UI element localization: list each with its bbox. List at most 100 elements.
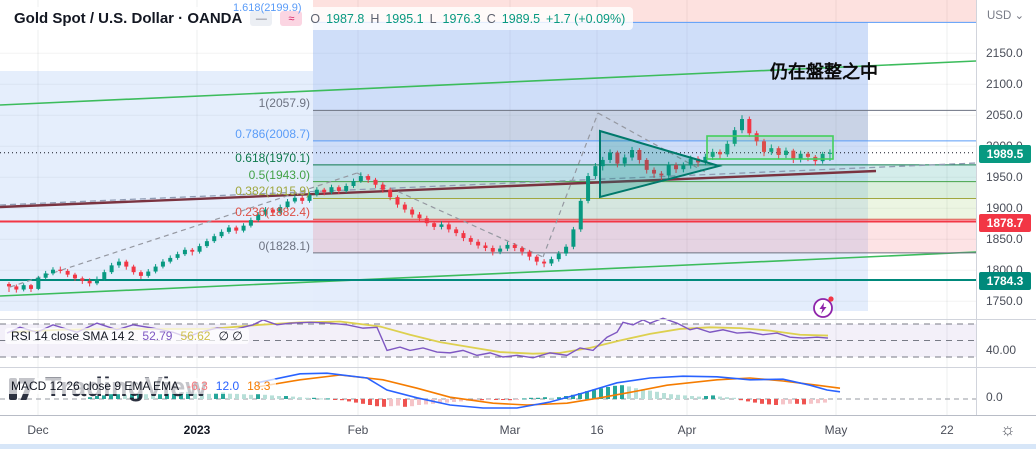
price-axis[interactable]: USD ⌄ 2150.02100.02050.02000.01950.01900… bbox=[976, 0, 1036, 415]
price-tick: 2100.0 bbox=[986, 77, 1023, 92]
macd-hist-bar bbox=[179, 392, 183, 399]
candle-body bbox=[498, 248, 503, 252]
macd-hist-bar bbox=[536, 397, 540, 399]
macd-hist-value: -6.3 bbox=[187, 379, 208, 393]
candle-body bbox=[190, 249, 195, 252]
macd-hist-bar bbox=[823, 399, 827, 403]
macd-hist-bar bbox=[809, 399, 813, 404]
box-drawing bbox=[706, 135, 834, 160]
currency-selector[interactable]: USD ⌄ bbox=[987, 8, 1024, 22]
macd-hist-bar bbox=[102, 395, 106, 399]
macd-hist-bar bbox=[263, 394, 267, 399]
candle-body bbox=[578, 200, 583, 230]
macd-axis-tick: 0.0 bbox=[986, 390, 1003, 404]
time-label[interactable]: May bbox=[824, 423, 848, 437]
macd-hist-bar bbox=[613, 385, 617, 399]
symbol-title[interactable]: Gold Spot / U.S. Dollar · OANDA bbox=[14, 10, 243, 27]
candle-body bbox=[659, 173, 664, 176]
macd-hist-bar bbox=[95, 396, 99, 399]
time-label[interactable]: Dec bbox=[27, 423, 49, 437]
candle-body bbox=[468, 238, 473, 242]
candle-body bbox=[769, 148, 774, 152]
candle-body bbox=[307, 194, 312, 201]
macd-hist-bar bbox=[193, 392, 197, 399]
macd-legend-title[interactable]: MACD 12 26 close 9 EMA EMA bbox=[11, 379, 180, 393]
candle-body bbox=[637, 150, 642, 160]
candle-body bbox=[366, 176, 371, 180]
macd-hist-bar bbox=[816, 399, 820, 404]
macd-hist-bar bbox=[438, 399, 442, 404]
macd-hist-bar bbox=[228, 393, 232, 399]
candle-body bbox=[314, 189, 319, 195]
macd-hist-bar bbox=[424, 399, 428, 405]
macd-hist-bar bbox=[494, 399, 498, 400]
candle-body bbox=[65, 270, 70, 275]
wave-badge-icon[interactable]: ≈ bbox=[280, 11, 303, 26]
time-axis[interactable]: Dec 2023 Feb Mar 16 Apr May 22 ☼ bbox=[0, 415, 1036, 449]
macd-hist-bar bbox=[389, 399, 393, 407]
macd-hist-bar bbox=[550, 397, 554, 399]
macd-hist-bar bbox=[158, 394, 162, 399]
macd-hist-bar bbox=[571, 394, 575, 399]
macd-hist-bar bbox=[249, 394, 253, 399]
candle-body bbox=[131, 266, 136, 273]
candle-body bbox=[322, 189, 327, 193]
time-label[interactable]: 22 bbox=[940, 423, 954, 437]
dashed-zigzag bbox=[356, 172, 544, 258]
macd-hist-bar bbox=[606, 387, 610, 399]
macd-hist-bar bbox=[704, 396, 708, 399]
macd-hist-bar bbox=[585, 391, 589, 399]
macd-hist-bar bbox=[144, 394, 148, 399]
candle-body bbox=[256, 214, 261, 221]
price-tick: 2050.0 bbox=[986, 108, 1023, 123]
candle-body bbox=[527, 251, 532, 257]
chart-canvas[interactable] bbox=[0, 0, 976, 415]
candle-body bbox=[80, 278, 85, 281]
time-label[interactable]: Mar bbox=[499, 423, 521, 437]
minus-badge-icon[interactable]: — bbox=[250, 11, 273, 26]
candle-body bbox=[600, 159, 605, 167]
candle-body bbox=[197, 246, 202, 252]
macd-hist-bar bbox=[277, 396, 281, 399]
lightning-circle-icon[interactable] bbox=[810, 294, 840, 329]
pane-separator-macd[interactable] bbox=[0, 367, 1036, 368]
candle-body bbox=[7, 283, 11, 287]
fib-band bbox=[313, 181, 976, 199]
macd-hist-bar bbox=[718, 396, 722, 399]
channel-top-line bbox=[0, 60, 976, 106]
macd-hist-bar bbox=[641, 389, 645, 399]
candle-body bbox=[644, 159, 649, 170]
macd-hist-bar bbox=[683, 395, 687, 399]
time-label[interactable]: Feb bbox=[347, 423, 369, 437]
candle-body bbox=[615, 152, 620, 164]
candle-body bbox=[827, 152, 832, 154]
time-label[interactable]: Apr bbox=[677, 423, 697, 437]
rsi-legend-title[interactable]: RSI 14 close SMA 14 2 bbox=[11, 329, 135, 343]
macd-hist-bar bbox=[578, 393, 582, 399]
macd-hist-bar bbox=[312, 397, 316, 399]
fib-label: 1(2057.9) bbox=[258, 96, 310, 111]
candle-body bbox=[234, 227, 239, 231]
candle-body bbox=[146, 271, 151, 276]
macd-hist-bar bbox=[788, 399, 792, 404]
candle-body bbox=[28, 285, 33, 289]
candle-body bbox=[300, 197, 305, 201]
macd-hist-bar bbox=[375, 399, 379, 407]
candle-body bbox=[116, 261, 121, 266]
price-badge: 1989.5 bbox=[979, 144, 1031, 163]
fib-label: 0(1828.1) bbox=[258, 238, 310, 253]
macd-hist-bar bbox=[333, 399, 337, 400]
fib-band bbox=[313, 164, 976, 182]
time-label[interactable]: 2023 bbox=[183, 423, 211, 437]
candle-body bbox=[14, 286, 19, 290]
macd-hist-bar bbox=[109, 394, 113, 399]
candle-body bbox=[204, 241, 209, 247]
macd-hist-bar bbox=[354, 399, 358, 403]
time-label[interactable]: 16 bbox=[590, 423, 604, 437]
pane-separator-rsi[interactable] bbox=[0, 319, 1036, 320]
candle-body bbox=[446, 224, 451, 230]
macd-hist-bar bbox=[186, 391, 190, 399]
rsi-legend: RSI 14 close SMA 14 2 52.79 56.62 ∅ ∅ bbox=[5, 328, 249, 344]
macd-hist-bar bbox=[802, 399, 806, 405]
settings-gear-icon[interactable]: ☼ bbox=[1000, 420, 1016, 439]
